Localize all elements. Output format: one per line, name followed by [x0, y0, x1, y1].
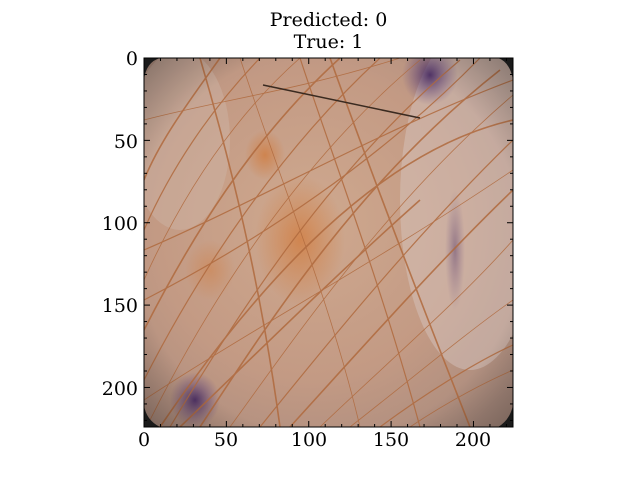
y-tick-label: 200	[101, 378, 138, 400]
title-true: True: 1	[293, 31, 364, 53]
axes-frame	[143, 57, 514, 428]
x-tick-label: 0	[137, 429, 151, 451]
y-tick-label: 0	[125, 48, 138, 70]
y-tick-label: 50	[113, 131, 138, 153]
x-tick-label: 100	[290, 429, 328, 451]
x-tick-label: 150	[372, 429, 410, 451]
dermoscopy-image	[144, 58, 513, 427]
axis-ticks	[143, 57, 513, 427]
y-tick-label: 100	[101, 213, 138, 235]
title-predicted: Predicted: 0	[269, 9, 388, 31]
y-tick-label: 150	[101, 295, 138, 317]
x-tick-label: 50	[213, 429, 239, 451]
x-tick-label: 200	[454, 429, 492, 451]
